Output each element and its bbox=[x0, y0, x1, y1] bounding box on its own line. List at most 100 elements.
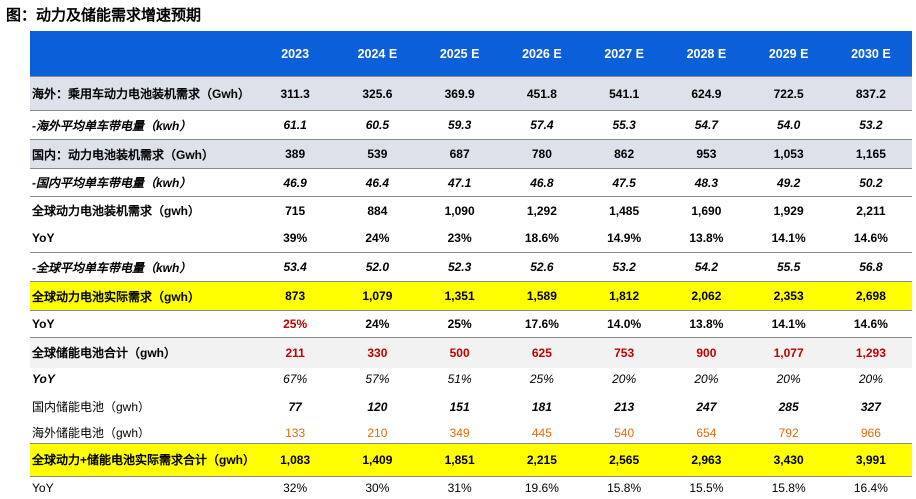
table-cell: 13.8% bbox=[665, 310, 748, 338]
table-cell: 1,589 bbox=[500, 281, 583, 311]
table-cell: 539 bbox=[336, 139, 419, 169]
table-cell: 20% bbox=[694, 372, 719, 386]
table-cell: 14.9% bbox=[607, 231, 642, 246]
table-cell: 3,991 bbox=[829, 443, 912, 477]
table-cell: 780 bbox=[500, 139, 583, 169]
table-cell: 1,053 bbox=[747, 139, 830, 169]
row-label: -国内平均单车带电量（kwh） bbox=[30, 168, 254, 197]
table-cell: 31% bbox=[418, 476, 501, 499]
table-cell: 2,698 bbox=[829, 281, 912, 311]
header-year: 2026 E bbox=[500, 31, 583, 77]
row-label: YoY bbox=[32, 372, 55, 386]
table-cell: 349 bbox=[449, 425, 470, 440]
table-cell: 55.3 bbox=[583, 110, 666, 140]
table-cell: 52.0 bbox=[336, 252, 419, 282]
table-row: 海外：乘用车动力电池装机需求（Gwh） 311.3 325.6 369.9 45… bbox=[30, 76, 912, 111]
table-cell: 20% bbox=[776, 372, 801, 386]
table-row: -国内平均单车带电量（kwh） 46.9 46.4 47.1 46.8 47.5… bbox=[30, 168, 912, 197]
table-cell: 151 bbox=[449, 399, 470, 414]
table-row: -海外平均单车带电量（kwh） 61.1 60.5 59.3 57.4 55.3… bbox=[30, 110, 912, 140]
table-cell: 59.3 bbox=[418, 110, 501, 140]
table-cell: 46.8 bbox=[500, 168, 583, 197]
table-row: 全球动力电池实际需求（gwh） 873 1,079 1,351 1,589 1,… bbox=[30, 281, 912, 311]
table-cell: 325.6 bbox=[336, 76, 419, 111]
row-label: YoY bbox=[32, 231, 55, 246]
table-cell: 46.4 bbox=[336, 168, 419, 197]
table-cell: 15.5% bbox=[665, 476, 748, 499]
table-cell: 2,963 bbox=[665, 443, 748, 477]
table-cell: 2,211 bbox=[829, 196, 912, 225]
table-cell: 953 bbox=[665, 139, 748, 169]
table-cell: 24% bbox=[336, 310, 419, 338]
demand-forecast-table: 2023 2024 E 2025 E 2026 E 2027 E 2028 E … bbox=[30, 31, 912, 499]
table-cell: 50.2 bbox=[829, 168, 912, 197]
table-cell: 1,292 bbox=[500, 196, 583, 225]
table-cell: 213 bbox=[614, 399, 635, 414]
row-label: 国内储能电池（gwh） bbox=[32, 400, 151, 414]
table-cell: 1,079 bbox=[336, 281, 419, 311]
header-year: 2023 bbox=[254, 31, 337, 77]
table-cell: 211 bbox=[254, 337, 337, 368]
table-row: YoY 67% 57% 51% 25% 20% 20% 20% 20% bbox=[30, 368, 912, 391]
page-title: 图：动力及储能需求增速预期 bbox=[6, 7, 202, 24]
table-cell: 13.8% bbox=[689, 231, 724, 246]
table-cell: 56.8 bbox=[829, 252, 912, 282]
table-cell: 16.4% bbox=[829, 476, 912, 499]
header-year: 2025 E bbox=[418, 31, 501, 77]
table-cell: 862 bbox=[583, 139, 666, 169]
table-cell: 19.6% bbox=[500, 476, 583, 499]
header-year: 2030 E bbox=[829, 31, 912, 77]
table-row: YoY 39% 24% 23% 18.6% 14.9% 13.8% 14.1% … bbox=[30, 225, 912, 253]
table-cell: 47.1 bbox=[418, 168, 501, 197]
table-cell: 2,565 bbox=[583, 443, 666, 477]
table-cell: 20% bbox=[612, 372, 637, 386]
table-row: 全球动力+储能电池实际需求合计（gwh） 1,083 1,409 1,851 2… bbox=[30, 443, 912, 477]
header-year: 2028 E bbox=[665, 31, 748, 77]
table-cell: 39% bbox=[283, 231, 308, 246]
table-cell: 445 bbox=[531, 425, 552, 440]
row-label: YoY bbox=[30, 310, 254, 338]
table-cell: 873 bbox=[254, 281, 337, 311]
row-label: 全球动力+储能电池实际需求合计（gwh） bbox=[30, 443, 254, 477]
table-row: 国内储能电池（gwh） 77 120 151 181 213 247 285 3… bbox=[30, 391, 912, 423]
table-cell: 3,430 bbox=[747, 443, 830, 477]
table-cell: 25% bbox=[418, 310, 501, 338]
table-cell: 541.1 bbox=[583, 76, 666, 111]
table-cell: 715 bbox=[254, 196, 337, 225]
table-cell: 722.5 bbox=[747, 76, 830, 111]
table-cell: 48.3 bbox=[665, 168, 748, 197]
row-label: 海外储能电池（gwh） bbox=[32, 426, 151, 441]
table-cell: 753 bbox=[583, 337, 666, 368]
table-cell: 792 bbox=[778, 425, 799, 440]
table-cell: 57.4 bbox=[500, 110, 583, 140]
table-cell: 20% bbox=[858, 372, 883, 386]
table-cell: 53.4 bbox=[254, 252, 337, 282]
row-label: -海外平均单车带电量（kwh） bbox=[30, 110, 254, 140]
table-cell: 1,293 bbox=[829, 337, 912, 368]
row-label: -全球平均单车带电量（kwh） bbox=[30, 252, 254, 282]
table-cell: 61.1 bbox=[254, 110, 337, 140]
header-year: 2027 E bbox=[583, 31, 666, 77]
table-cell: 2,353 bbox=[747, 281, 830, 311]
table-cell: 60.5 bbox=[336, 110, 419, 140]
row-label: 全球储能电池合计（gwh） bbox=[30, 337, 254, 368]
table-cell: 46.9 bbox=[254, 168, 337, 197]
table-cell: 53.2 bbox=[829, 110, 912, 140]
table-cell: 30% bbox=[336, 476, 419, 499]
row-label: 全球动力电池实际需求（gwh） bbox=[30, 281, 254, 311]
table-cell: 51% bbox=[447, 372, 472, 386]
table-cell: 49.2 bbox=[747, 168, 830, 197]
table-cell: 1,929 bbox=[747, 196, 830, 225]
table-cell: 57% bbox=[365, 372, 390, 386]
table-cell: 900 bbox=[665, 337, 748, 368]
table-cell: 24% bbox=[365, 231, 390, 246]
table-row: YoY 25% 24% 25% 17.6% 14.0% 13.8% 14.1% … bbox=[30, 310, 912, 338]
table-cell: 285 bbox=[778, 399, 799, 414]
table-cell: 311.3 bbox=[254, 76, 337, 111]
table-cell: 25% bbox=[254, 310, 337, 338]
table-cell: 389 bbox=[254, 139, 337, 169]
table-cell: 625 bbox=[500, 337, 583, 368]
table-cell: 54.0 bbox=[747, 110, 830, 140]
table-cell: 369.9 bbox=[418, 76, 501, 111]
table-cell: 18.6% bbox=[524, 231, 559, 246]
